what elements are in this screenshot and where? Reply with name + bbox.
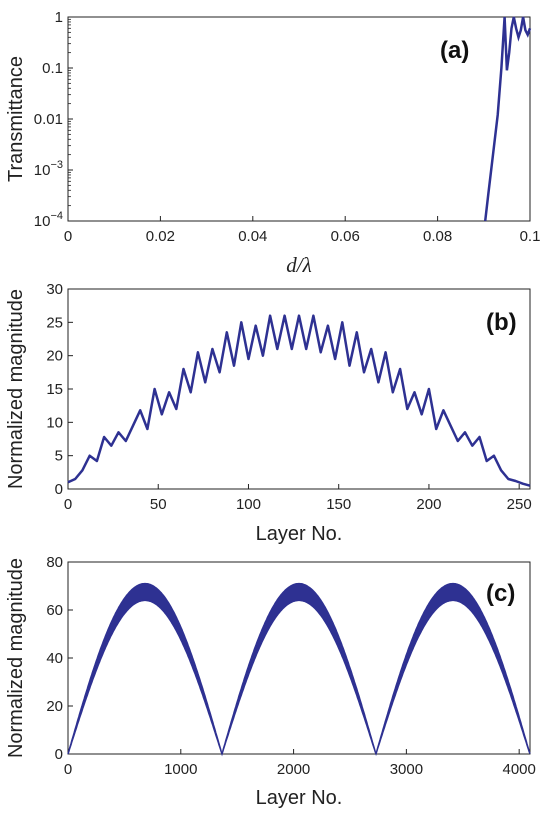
panel-a-ylabel: Transmittance xyxy=(5,56,27,182)
panel-a-xtick-label: 0.1 xyxy=(520,228,541,245)
panel-c-ytick-label: 0 xyxy=(55,746,63,763)
panel-c-series-band xyxy=(67,582,531,757)
panel-b-xtick-label: 50 xyxy=(150,496,167,513)
panel-a-ytick-label: 10−3 xyxy=(34,159,63,179)
panel-b-ytick-label: 10 xyxy=(46,414,63,431)
panel-b-ytick-label: 15 xyxy=(46,381,63,398)
panel-a-series-line xyxy=(483,16,532,222)
panel-a-label: (a) xyxy=(440,37,469,64)
panel-b-xtick-label: 0 xyxy=(64,496,72,513)
panel-b-ytick-label: 20 xyxy=(46,348,63,365)
panel-a-xtick-label: 0.06 xyxy=(331,228,360,245)
panel-c: 0 1000 2000 3000 4000 0 20 40 60 80 (c) Normalize… xyxy=(5,554,536,809)
panel-a-ytick-label: 10−4 xyxy=(34,210,63,230)
panel-c-xtick-label: 4000 xyxy=(502,761,535,778)
panel-c-xtick-label: 3000 xyxy=(390,761,423,778)
panel-c-xtick-label: 0 xyxy=(64,761,72,778)
panel-b-xtick-label: 100 xyxy=(236,496,261,513)
panel-c-label: (c) xyxy=(486,580,515,607)
panel-c-xtick-label: 1000 xyxy=(164,761,197,778)
panel-b-ylabel: Normalized magnitude xyxy=(5,289,27,489)
panel-a-ytick-label: 0.01 xyxy=(34,111,63,128)
panel-b-xtick-label: 200 xyxy=(416,496,441,513)
panel-b-series-line xyxy=(67,314,531,487)
panel-a: 0 0.02 0.04 0.06 0.08 0.1 1 0.1 0.01 10−3 10−4 (a)… xyxy=(5,9,540,277)
panel-a-xtick-label: 0.04 xyxy=(238,228,267,245)
panel-a-xtick-label: 0 xyxy=(64,228,72,245)
panel-b-ytick-label: 0 xyxy=(55,481,63,498)
panel-a-ytick-label: 0.1 xyxy=(42,60,63,77)
panel-b-xlabel: Layer No. xyxy=(256,523,343,545)
panel-b-xtick-label: 150 xyxy=(326,496,351,513)
panel-b-ytick-label: 25 xyxy=(46,314,63,331)
panel-a-ytick-label: 1 xyxy=(55,9,63,26)
panel-c-ytick-label: 20 xyxy=(46,698,63,715)
panel-c-ytick-label: 60 xyxy=(46,602,63,619)
panel-a-xlabel: d/λ xyxy=(286,253,311,277)
panel-c-ytick-label: 40 xyxy=(46,650,63,667)
panel-c-ytick-label: 80 xyxy=(46,554,63,571)
panel-c-ylabel: Normalized magnitude xyxy=(5,558,27,758)
panel-b-label: (b) xyxy=(486,309,517,336)
panel-c-xlabel: Layer No. xyxy=(256,787,343,809)
panel-a-xtick-label: 0.08 xyxy=(423,228,452,245)
panel-a-xtick-label: 0.02 xyxy=(146,228,175,245)
panel-b-xtick-label: 250 xyxy=(507,496,532,513)
panel-c-xtick-label: 2000 xyxy=(277,761,310,778)
panel-b-ytick-label: 30 xyxy=(46,281,63,298)
panel-b: 0 50 100 150 200 250 0 5 10 15 20 25 30 (b) Normaliz… xyxy=(5,281,532,545)
panel-b-ytick-label: 5 xyxy=(55,448,63,465)
